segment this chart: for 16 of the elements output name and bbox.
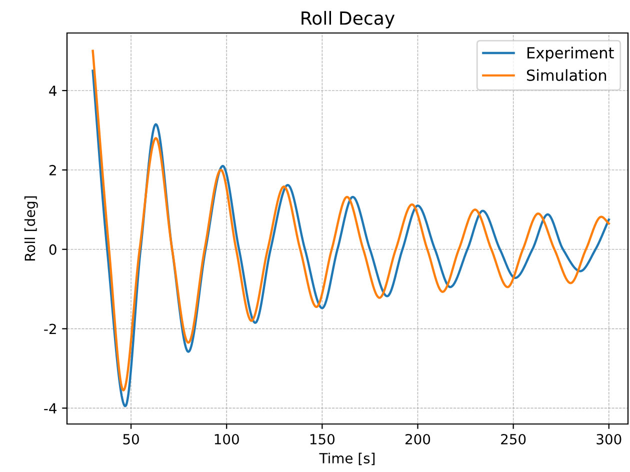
legend-label: Simulation [526, 69, 606, 81]
y-tick-label: -2 [44, 324, 56, 334]
y-tick-label: 4 [49, 86, 56, 96]
chart-title: Roll Decay [302, 10, 395, 28]
x-axis-title: Time [s] [319, 452, 375, 466]
y-tick-label: 0 [49, 244, 56, 255]
x-tick-label: 50 [123, 434, 139, 444]
y-tick-label: -4 [44, 403, 56, 414]
x-tick-label: 300 [596, 434, 622, 444]
x-tick-label: 150 [310, 434, 335, 444]
x-tick-label: 200 [406, 434, 430, 444]
x-tick-label: 250 [501, 434, 526, 444]
y-tick-label: 2 [49, 164, 56, 176]
x-tick-label: 100 [214, 434, 239, 444]
y-axis-title: Roll [deg] [24, 196, 38, 260]
legend-label: Experiment [527, 46, 614, 62]
